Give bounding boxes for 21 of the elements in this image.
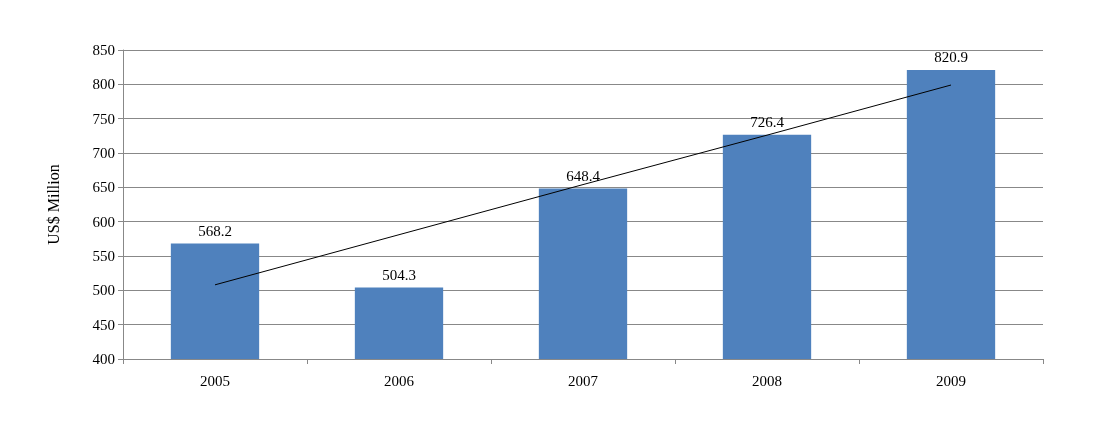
data-label: 648.4 [566,167,601,184]
y-tick-label: 800 [92,76,115,93]
y-tick-label: 850 [92,42,115,58]
data-label: 726.4 [750,114,785,131]
y-axis-title: US$ Million [44,164,62,245]
y-tick-label: 700 [92,145,115,161]
y-tick-label: 600 [92,213,115,230]
y-tick-label: 550 [92,248,115,264]
y-tick-label: 500 [92,282,115,299]
y-tick-label: 400 [92,351,115,367]
y-tick-label: 750 [92,110,115,127]
x-tick-label: 2008 [752,372,782,389]
data-label: 504.3 [382,266,416,283]
x-tick-label: 2009 [936,372,966,389]
y-tick-label: 450 [92,316,115,333]
y-tick-label: 650 [92,179,115,196]
x-tick-label: 2007 [568,372,599,389]
data-label: 568.2 [198,223,232,239]
x-tick-label: 2006 [384,372,415,389]
x-tick-label: 2005 [200,372,230,389]
data-label: 820.9 [934,49,968,66]
